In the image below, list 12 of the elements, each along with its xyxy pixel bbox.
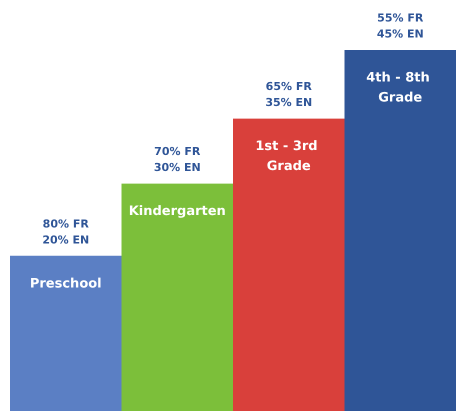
x-tick-label: 4th - 8th Grade: [366, 70, 434, 106]
annotation: 70% FR 30% EN: [154, 145, 201, 174]
annotation: 55% FR 45% EN: [376, 12, 424, 40]
annotation: 65% FR 35% EN: [265, 80, 312, 110]
annotation: 80% FR 20% EN: [42, 217, 90, 246]
x-tick-label: Kindergarten: [128, 204, 226, 220]
x-tick-label: Preschool: [30, 276, 102, 292]
bar: [122, 184, 233, 411]
bar: [233, 118, 344, 411]
x-tick-label: 1st - 3rd Grade: [255, 139, 322, 174]
bar: [344, 50, 456, 411]
bar: [10, 256, 122, 411]
